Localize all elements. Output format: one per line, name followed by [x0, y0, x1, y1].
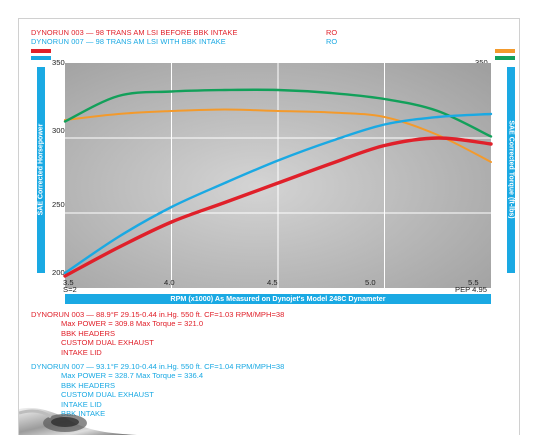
- right-axis-bar: [507, 67, 515, 273]
- x-tick-4-5: 4.5: [267, 278, 278, 287]
- dyno-plot: [63, 63, 493, 288]
- x-tick-5-5: 5.5: [468, 278, 479, 287]
- x-tick-4-0: 4.0: [164, 278, 175, 287]
- swatch-run1-torque: [495, 49, 515, 53]
- run2-conditions: DYNORUN 007 — 93.1°F 29.10-0.44 in.Hg. 5…: [31, 362, 285, 371]
- y-tick-200: 200: [52, 268, 65, 277]
- y-tick-250: 250: [52, 200, 65, 209]
- series-run1-power: [63, 136, 493, 278]
- run1-details: DYNORUN 003 — 88.9°F 29.15-0.44 in.Hg. 5…: [31, 310, 284, 357]
- x-axis-title: RPM (x1000) As Measured on Dynojet's Mod…: [65, 294, 491, 304]
- run2-details: DYNORUN 007 — 93.1°F 29.10-0.44 in.Hg. 5…: [31, 362, 284, 418]
- run1-mod: INTAKE LID: [61, 347, 102, 357]
- legend-run2-tag: RO: [326, 37, 338, 46]
- dyno-sheet: DYNORUN 003 — 98 TRANS AM LSI BEFORE BBK…: [18, 18, 520, 435]
- legend-run1-tag: RO: [326, 28, 338, 37]
- y-tick-300: 300: [52, 126, 65, 135]
- run1-conditions: DYNORUN 003 — 88.9°F 29.15-0.44 in.Hg. 5…: [31, 310, 285, 319]
- legend-run1: DYNORUN 003 — 98 TRANS AM LSI BEFORE BBK…: [31, 28, 238, 37]
- run2-max-values: Max POWER = 328.7 Max Torque = 336.4: [61, 371, 204, 381]
- series-run1-torque: [64, 108, 492, 163]
- x-left-note: S=2: [63, 285, 77, 294]
- swatch-run1-power: [31, 49, 51, 53]
- run2-mod: BBK HEADERS: [61, 380, 116, 390]
- x-right-note: PEP 4.95: [455, 285, 487, 294]
- intake-photo: [19, 407, 137, 435]
- swatch-run2-torque: [495, 56, 515, 60]
- y-tick-350: 350: [52, 58, 65, 67]
- series-layer: [63, 88, 493, 278]
- run1-mod: BBK HEADERS: [61, 328, 116, 338]
- run2-mod: CUSTOM DUAL EXHAUST: [61, 390, 154, 400]
- run2-mod: INTAKE LID: [61, 399, 102, 409]
- legend-run2: DYNORUN 007 — 98 TRANS AM LSI WITH BBK I…: [31, 37, 226, 46]
- series-run2-torque: [63, 88, 493, 138]
- run1-mod: CUSTOM DUAL EXHAUST: [61, 338, 154, 348]
- y2-tick-350: 350: [475, 58, 488, 67]
- swatch-run2-power: [31, 56, 51, 60]
- x-tick-3-5: 3.5: [63, 278, 74, 287]
- left-axis-bar: [37, 67, 45, 273]
- run1-max-values: Max POWER = 309.8 Max Torque = 321.0: [61, 319, 204, 329]
- x-tick-5-0: 5.0: [365, 278, 376, 287]
- series-run2-power: [63, 112, 493, 275]
- run2-mod: BBK INTAKE: [61, 409, 106, 419]
